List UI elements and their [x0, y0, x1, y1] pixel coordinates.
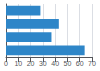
svg-text:40: 40: [51, 60, 59, 67]
svg-text:0: 0: [4, 60, 8, 67]
svg-text:30: 30: [39, 60, 47, 67]
svg-text:20: 20: [27, 60, 35, 67]
svg-text:10: 10: [14, 60, 22, 67]
svg-text:70: 70: [88, 60, 96, 67]
svg-text:50: 50: [64, 60, 72, 67]
svg-text:60: 60: [76, 60, 84, 67]
